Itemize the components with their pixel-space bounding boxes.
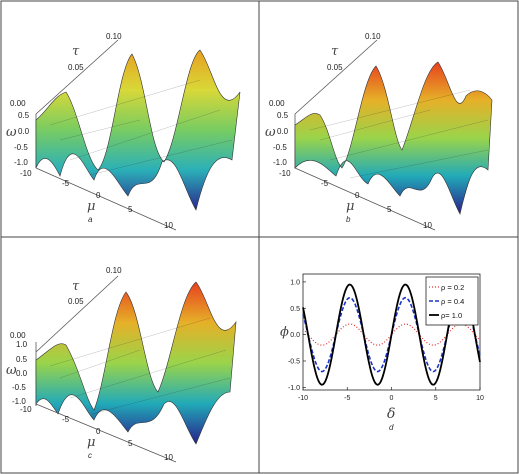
mu-tick-c-1: -5	[62, 415, 70, 424]
mu-tick-b-2: 0	[355, 191, 360, 200]
omega-tick-a-2: -0.5	[14, 143, 28, 152]
legend-entry-0: ρ = 0.2	[441, 283, 464, 292]
tau-tick-a-0: 0.10	[106, 32, 122, 41]
mu-axis-a	[35, 167, 177, 231]
tau-axis-b	[294, 39, 378, 115]
omega-tick-a-0: 0.5	[18, 111, 30, 120]
tau-tick-b-2: 0.00	[269, 99, 285, 108]
y-tick-label: -0.5	[288, 359, 300, 366]
omega-tick-b-2: -0.5	[273, 143, 287, 152]
omega-tick-c-2: 0.0	[16, 369, 28, 378]
legend-box	[425, 276, 479, 326]
x-tick-label: 5	[434, 395, 438, 402]
y-tick-label: 0.0	[290, 332, 300, 339]
mu-label-c: μ	[87, 435, 95, 450]
panel-b: 0.10 0.05 0.00 τ 0.5 0.0 -0.5 -1.0 ω -10…	[265, 32, 493, 231]
surface-mesh-a	[49, 79, 233, 176]
mu-tick-a-3: 5	[128, 205, 133, 214]
omega-label-b: ω	[265, 125, 276, 140]
mu-axis-c	[35, 403, 177, 463]
panel-d: -10 -5 0 5 10 -1.0-0.50.00.51.0 ρ = 0.2ρ = 0…	[280, 273, 484, 432]
omega-tick-a-1: 0.0	[18, 127, 30, 136]
mu-label-a: μ	[87, 199, 95, 214]
mu-tick-a-2: 0	[96, 191, 101, 200]
omega-tick-c-0: 1.0	[16, 340, 28, 349]
panel-a: 0.10 0.05 0.00 τ 0.5 0.0 -0.5 -1.0 ω -10…	[6, 32, 241, 231]
x-tick-label: 10	[476, 395, 484, 402]
omega-label-a: ω	[6, 125, 17, 140]
tau-tick-b-1: 0.05	[327, 63, 343, 72]
mu-tick-c-2: 0	[96, 427, 101, 436]
mu-axis-b	[294, 167, 436, 231]
series-line-0	[302, 323, 481, 346]
omega-tick-b-0: 0.5	[277, 111, 289, 120]
mu-tick-b-0: -10	[279, 169, 291, 178]
surface-mesh-b	[309, 89, 489, 179]
omega-tick-c-3: -0.5	[12, 383, 26, 392]
tau-tick-c-1: 0.05	[68, 297, 84, 306]
x-axis-label-d: δ	[387, 406, 395, 422]
x-tick-label: -5	[344, 395, 350, 402]
panel-letter-c: c	[88, 451, 92, 460]
omega-tick-c-1: 0.5	[16, 355, 28, 364]
mu-tick-b-4: 10	[423, 221, 432, 230]
surface-a	[35, 49, 241, 211]
tau-axis-c	[35, 275, 119, 353]
tau-label-b: τ	[331, 44, 339, 59]
mu-tick-c-3: 5	[128, 439, 133, 448]
omega-tick-c-4: -1.0	[12, 397, 26, 406]
x-ticks-d: -10 -5 0 5 10	[298, 387, 484, 402]
x-tick-label: 0	[390, 395, 394, 402]
tau-axis-a	[35, 39, 119, 115]
mu-tick-c-4: 10	[164, 453, 173, 462]
surface-b	[294, 61, 493, 215]
mu-tick-b-3: 5	[387, 205, 392, 214]
legend-entry-2: ρ= 1.0	[441, 311, 462, 320]
omega-tick-b-3: -1.0	[273, 158, 287, 167]
omega-tick-a-3: -1.0	[14, 158, 28, 167]
surface-mesh-c	[49, 317, 231, 415]
legend-d: ρ = 0.2 ρ = 0.4 ρ= 1.0	[425, 276, 479, 326]
omega-tick-b-1: 0.0	[277, 127, 289, 136]
legend-entry-1: ρ = 0.4	[441, 297, 464, 306]
y-tick-label: 0.5	[290, 306, 300, 313]
omega-label-c: ω	[6, 363, 17, 378]
mu-tick-a-1: -5	[62, 179, 70, 188]
tau-tick-c-2: 0.00	[10, 331, 26, 340]
y-ticks-d: -1.0 -0.5 0.0 0.5 1.0	[288, 279, 306, 392]
panel-letter-a: a	[88, 215, 93, 224]
mu-tick-c-0: -10	[20, 405, 32, 414]
panel-letter-d: d	[389, 423, 394, 432]
panel-c: 0.10 0.05 0.00 τ 1.0 0.5 0.0 -0.5 -1.0 ω…	[6, 266, 237, 463]
tau-tick-a-1: 0.05	[68, 63, 84, 72]
mu-tick-a-4: 10	[164, 221, 173, 230]
tau-tick-a-2: 0.00	[10, 99, 26, 108]
mu-label-b: μ	[346, 199, 354, 214]
mu-tick-a-0: -10	[20, 169, 32, 178]
panel-letter-b: b	[346, 215, 351, 224]
tau-label-c: τ	[72, 279, 80, 294]
tau-label-a: τ	[72, 44, 80, 59]
x-tick-label: -10	[298, 395, 308, 402]
tau-tick-b-0: 0.10	[365, 32, 381, 41]
y-tick-label: 1.0	[290, 279, 300, 286]
y-axis-label-d: ϕ	[280, 325, 289, 340]
mu-tick-b-1: -5	[321, 179, 329, 188]
y-tick-label: -1.0	[288, 385, 300, 392]
tau-tick-c-0: 0.10	[106, 266, 122, 275]
